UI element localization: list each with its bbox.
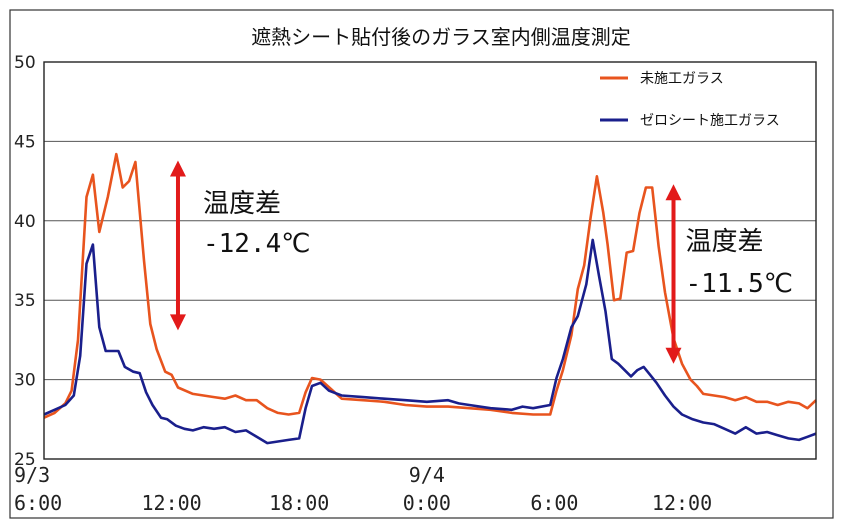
series-lines bbox=[43, 152, 817, 445]
chart-title: 遮熱シート貼付後のガラス室内側温度測定 bbox=[251, 25, 631, 49]
y-tick-label: 50 bbox=[14, 53, 36, 73]
x-tick-label: 12:00 bbox=[141, 491, 201, 515]
difference-label-title: 温度差 bbox=[686, 227, 764, 257]
y-tick-label: 30 bbox=[14, 371, 36, 391]
difference-label-value: -12.4℃ bbox=[203, 229, 310, 259]
x-tick-label: 6:00 bbox=[14, 491, 62, 515]
x-tick-label: 12:00 bbox=[652, 491, 712, 515]
x-tick-label-date: 9/4 bbox=[409, 463, 445, 487]
x-tick-label: 6:00 bbox=[530, 491, 578, 515]
x-tick-label: 18:00 bbox=[269, 491, 329, 515]
y-tick-label: 35 bbox=[14, 291, 36, 311]
y-axis-ticks: 25 30 35 40 45 50 bbox=[14, 53, 36, 470]
difference-arrow-head-down bbox=[665, 347, 682, 364]
y-tick-label: 40 bbox=[14, 212, 36, 232]
difference-label-value: -11.5℃ bbox=[686, 269, 793, 299]
x-axis-ticks: 9/3 6:00 12:00 18:00 9/4 0:00 6:00 12:00 bbox=[14, 463, 712, 515]
chart-frame bbox=[9, 9, 834, 519]
series-line-1 bbox=[43, 152, 817, 419]
difference-arrow-head-up bbox=[665, 184, 682, 201]
annotations: 温度差 -12.4℃ 温度差 -11.5℃ bbox=[169, 160, 793, 364]
x-tick-label: 0:00 bbox=[403, 491, 451, 515]
x-tick-label-date: 9/3 bbox=[14, 463, 50, 487]
difference-arrow-head-down bbox=[169, 314, 186, 331]
legend-label-2: ゼロシート施工ガラス bbox=[640, 113, 780, 129]
y-tick-label: 45 bbox=[14, 132, 36, 152]
difference-arrow-head-up bbox=[169, 160, 186, 177]
legend-label-1: 未施工ガラス bbox=[640, 71, 724, 87]
plot-area-border bbox=[43, 61, 817, 460]
difference-label-title: 温度差 bbox=[203, 189, 281, 219]
series-line-2 bbox=[43, 238, 817, 445]
y-tick-label: 25 bbox=[14, 450, 36, 470]
